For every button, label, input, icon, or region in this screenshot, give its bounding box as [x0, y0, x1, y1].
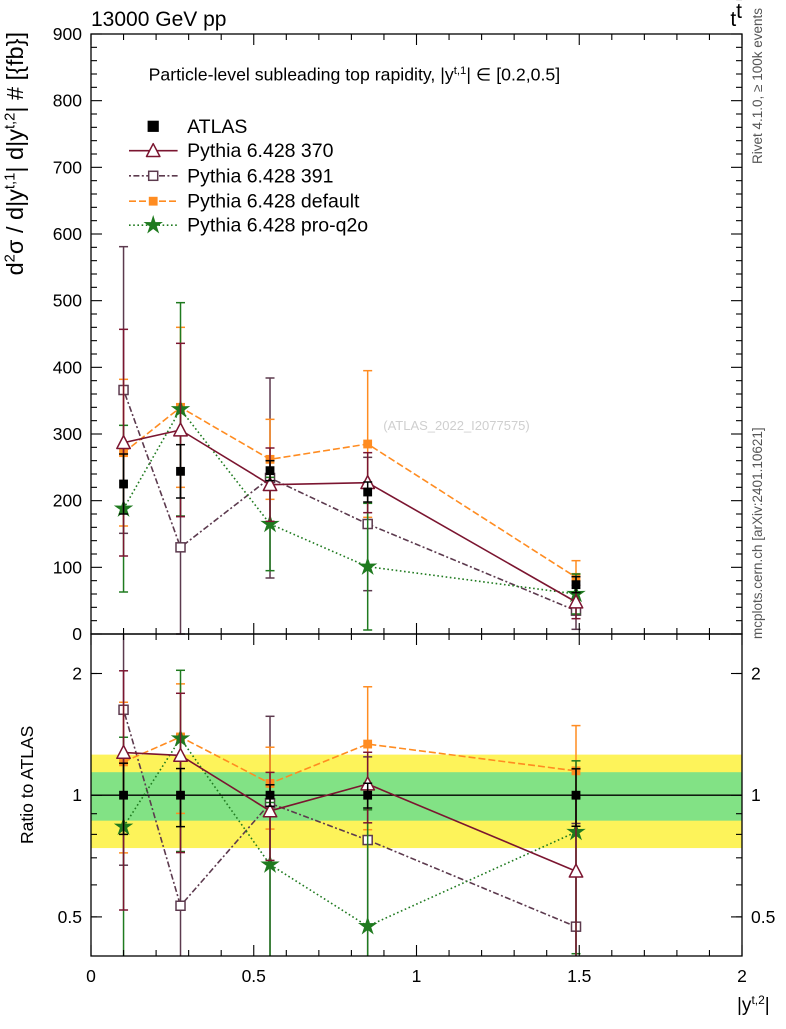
svg-text:0.5: 0.5 [58, 907, 82, 927]
svg-text:Pythia 6.428 default: Pythia 6.428 default [187, 191, 360, 213]
svg-text:ATLAS: ATLAS [187, 116, 247, 138]
svg-text:200: 200 [53, 491, 82, 511]
svg-text:0.5: 0.5 [751, 907, 775, 927]
svg-text:Pythia 6.428 391: Pythia 6.428 391 [187, 165, 333, 187]
svg-text:0: 0 [72, 624, 82, 644]
svg-text:Rivet 4.1.0, ≥ 100k events: Rivet 4.1.0, ≥ 100k events [750, 8, 765, 164]
svg-text:800: 800 [53, 91, 82, 111]
svg-text:mcplots.cern.ch [arXiv:2401.10: mcplots.cern.ch [arXiv:2401.10621] [750, 427, 765, 639]
svg-text:2: 2 [751, 664, 761, 684]
svg-text:0.5: 0.5 [242, 966, 266, 986]
svg-text:1.5: 1.5 [567, 966, 591, 986]
svg-text:600: 600 [53, 224, 82, 244]
svg-text:700: 700 [53, 157, 82, 177]
svg-text:300: 300 [53, 424, 82, 444]
svg-text:1: 1 [72, 785, 82, 805]
svg-text:(ATLAS_2022_I2077575): (ATLAS_2022_I2077575) [383, 418, 529, 433]
svg-text:500: 500 [53, 291, 82, 311]
svg-text:d2σ / d|yt,1| d|yt,2| # [{fb}]: d2σ / d|yt,1| d|yt,2| # [{fb}] [2, 32, 28, 275]
svg-text:2: 2 [737, 966, 747, 986]
svg-text:Pythia 6.428 370: Pythia 6.428 370 [187, 140, 334, 162]
svg-text:2: 2 [72, 664, 82, 684]
svg-text:1: 1 [751, 785, 761, 805]
svg-text:400: 400 [53, 357, 82, 377]
svg-text:1: 1 [412, 966, 422, 986]
svg-text:Particle-level subleading top: Particle-level subleading top rapidity, … [149, 65, 561, 85]
svg-text:13000 GeV pp: 13000 GeV pp [91, 8, 226, 31]
svg-text:0: 0 [86, 966, 96, 986]
svg-text:Pythia 6.428 pro-q2o: Pythia 6.428 pro-q2o [187, 215, 368, 237]
svg-text:100: 100 [53, 557, 82, 577]
svg-text:Ratio to ATLAS: Ratio to ATLAS [17, 726, 37, 844]
svg-text:900: 900 [53, 24, 82, 44]
